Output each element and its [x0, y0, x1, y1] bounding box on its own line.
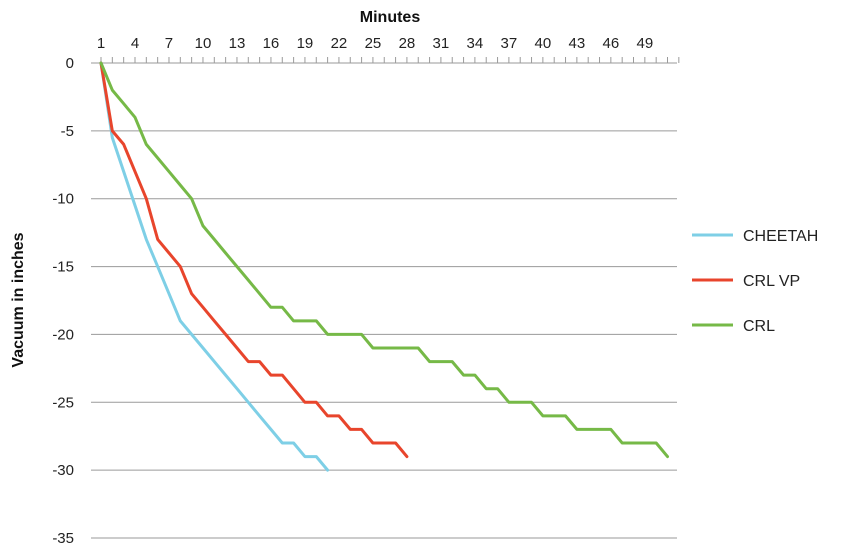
x-axis-title: Minutes: [360, 9, 421, 26]
x-tick-label: 10: [195, 35, 212, 52]
x-tick-label: 19: [297, 35, 314, 52]
x-tick-label: 28: [399, 35, 416, 52]
series-line-crl-vp: [99, 61, 409, 459]
series-line-cheetah: [99, 61, 330, 472]
series-line-crl: [99, 61, 669, 459]
y-tick-label: -35: [52, 530, 74, 546]
legend-label: CHEETAH: [743, 228, 818, 245]
y-tick-label: -25: [52, 394, 74, 411]
x-tick-label: 49: [636, 35, 653, 52]
x-tick-label: 46: [603, 35, 620, 52]
y-tick-label: -30: [52, 462, 74, 479]
x-tick-label: 31: [433, 35, 450, 52]
y-tick-label: -10: [52, 191, 74, 208]
x-tick-label: 7: [165, 35, 173, 52]
series-lines: [99, 61, 669, 472]
x-tick-label: 4: [131, 35, 139, 52]
x-tick-label: 37: [501, 35, 518, 52]
y-tick-label: -15: [52, 259, 74, 276]
x-tick-label: 43: [569, 35, 586, 52]
y-tick-label: -20: [52, 326, 74, 343]
legend-label: CRL: [743, 318, 775, 335]
x-tick-label: 13: [229, 35, 246, 52]
x-tick-label: 40: [535, 35, 552, 52]
legend-label: CRL VP: [743, 273, 800, 290]
x-tick-label: 1: [97, 35, 105, 52]
y-axis-title: Vacuum in inches: [10, 232, 27, 367]
tick-labels: 0 -5 -10 -15 -20 -25 -30 -35 1 4 7 10 13 16 19 22 25 28 31…: [52, 35, 653, 546]
gridlines: [91, 130, 677, 539]
y-tick-label: -5: [61, 123, 74, 140]
x-tick-label: 16: [263, 35, 280, 52]
x-tick-label: 34: [467, 35, 484, 52]
legend: CHEETAH CRL VP CRL: [692, 228, 818, 335]
y-tick-label: 0: [66, 55, 74, 72]
x-axis: [91, 57, 680, 64]
x-tick-label: 22: [331, 35, 348, 52]
x-tick-label: 25: [365, 35, 382, 52]
